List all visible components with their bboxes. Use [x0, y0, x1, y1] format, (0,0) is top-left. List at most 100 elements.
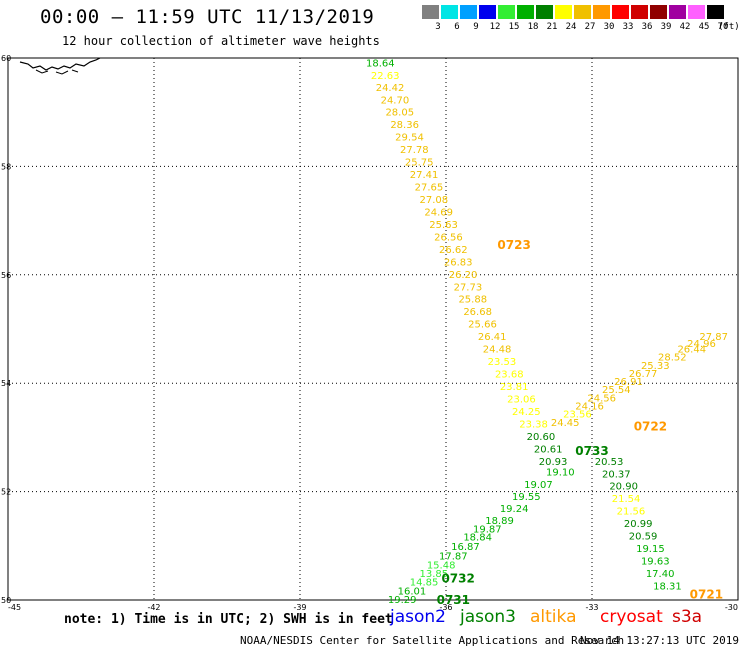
swh-value: 26.41: [478, 332, 507, 343]
swh-value: 24.25: [512, 407, 541, 418]
swh-value: 24.69: [424, 207, 453, 218]
legend-swatch: [479, 5, 496, 19]
legend-label: 6: [454, 22, 460, 32]
swh-value: 24.56: [587, 393, 616, 404]
swh-value: 25.54: [602, 385, 631, 396]
swh-value: 25.75: [405, 158, 434, 169]
swh-value: 25.88: [458, 295, 487, 306]
legend-swatch: [498, 5, 515, 19]
legend-swatch: [422, 5, 439, 19]
legend-swatch: [707, 5, 724, 19]
legend-label: 24: [565, 22, 577, 32]
legend-swatch: [517, 5, 534, 19]
lon-tick-label: -42: [147, 603, 160, 612]
swh-value: 26.77: [629, 369, 658, 380]
map-border: [7, 57, 739, 601]
swh-value: 19.29: [388, 595, 417, 606]
swh-value: 26.44: [677, 345, 706, 356]
legend-label: 39: [660, 22, 672, 32]
swh-value: 25.33: [641, 361, 670, 372]
swh-value: 21.54: [612, 494, 641, 505]
satellite-name: jason2: [390, 607, 446, 627]
swh-value: 20.61: [534, 444, 563, 455]
swh-value: 20.99: [624, 519, 653, 530]
swh-value: 26.56: [434, 232, 463, 243]
swh-value: 25.63: [429, 220, 458, 231]
coastline-islands: [35, 69, 79, 75]
swh-value: 27.65: [415, 183, 444, 194]
swh-value: 23.81: [500, 382, 529, 393]
swh-value: 24.96: [687, 339, 716, 350]
swh-value: 22.63: [371, 71, 400, 82]
legend-swatch: [612, 5, 629, 19]
legend-swatch: [555, 5, 572, 19]
swh-value: 20.59: [629, 532, 658, 543]
map-title: 00:00 – 11:59 UTC 11/13/2019: [40, 6, 375, 28]
swh-value: 28.36: [390, 120, 419, 131]
swh-value: 13.85: [420, 569, 449, 580]
legend-swatch: [574, 5, 591, 19]
swh-value: 19.07: [524, 480, 553, 491]
swh-value: 27.08: [420, 195, 449, 206]
swh-value: 24.45: [551, 418, 580, 429]
lon-tick-label: -30: [725, 603, 738, 612]
legend-unit: (ft): [718, 22, 740, 32]
swh-value: 19.10: [546, 468, 575, 479]
lon-tick-label: -45: [8, 603, 21, 612]
swh-value: 26.83: [444, 257, 473, 268]
footer-note: note: 1) Time is in UTC; 2) SWH is in fe…: [64, 612, 393, 627]
lon-tick-label: -36: [439, 603, 452, 612]
swh-value: 20.93: [539, 457, 568, 468]
legend-label: 21: [546, 22, 558, 32]
swh-value: 26.68: [463, 307, 492, 318]
swh-value: 19.24: [500, 504, 529, 515]
swh-value: 20.90: [609, 482, 638, 493]
legend-label: 18: [527, 22, 539, 32]
legend-label: 3: [435, 22, 441, 32]
swh-value: 27.87: [699, 332, 728, 343]
legend-swatch: [460, 5, 477, 19]
generated-timestamp: Nov 14 13:27:13 UTC 2019: [580, 634, 739, 647]
legend-label: 15: [508, 22, 520, 32]
legend-label: 30: [603, 22, 615, 32]
legend-swatch: [631, 5, 648, 19]
legend-label: 45: [698, 22, 710, 32]
swh-value: 27.41: [410, 170, 439, 181]
lat-tick-label: 50: [1, 596, 11, 605]
lat-tick-label: 56: [1, 271, 11, 280]
lon-tick-label: -39: [293, 603, 306, 612]
lat-tick-label: 60: [1, 54, 11, 63]
pass-id-label: 0721: [690, 588, 723, 602]
swh-value: 21.56: [617, 507, 646, 518]
swh-value: 29.54: [395, 133, 424, 144]
legend-label: 12: [489, 22, 501, 32]
legend-label: 42: [679, 22, 691, 32]
swh-value: 18.64: [366, 58, 395, 69]
satellite-name: s3a: [672, 607, 703, 627]
swh-value: 18.84: [463, 533, 492, 544]
swh-value: 19.63: [641, 557, 670, 568]
swh-value: 27.73: [454, 282, 483, 293]
swh-value: 23.06: [507, 394, 536, 405]
lat-tick-label: 52: [1, 488, 11, 497]
swh-value: 27.78: [400, 145, 429, 156]
pass-id-label: 0722: [634, 420, 667, 434]
pass-id-label: 0731: [437, 593, 470, 607]
legend-label: 36: [641, 22, 653, 32]
legend-swatch: [688, 5, 705, 19]
swh-value: 14.85: [410, 578, 439, 589]
swh-value: 20.37: [602, 469, 631, 480]
swh-value: 24.16: [575, 402, 604, 413]
pass-id-label: 0733: [575, 444, 608, 458]
swh-value: 18.31: [653, 581, 682, 592]
swh-value: 23.38: [519, 419, 548, 430]
lon-tick-label: -33: [585, 603, 598, 612]
swh-value: 20.60: [527, 432, 556, 443]
swh-value: 15.48: [427, 560, 456, 571]
legend-swatch: [441, 5, 458, 19]
swh-value: 19.55: [512, 492, 541, 503]
legend-label: 9: [473, 22, 479, 32]
swh-value: 26.62: [439, 245, 468, 256]
swh-value: 28.52: [658, 353, 687, 364]
